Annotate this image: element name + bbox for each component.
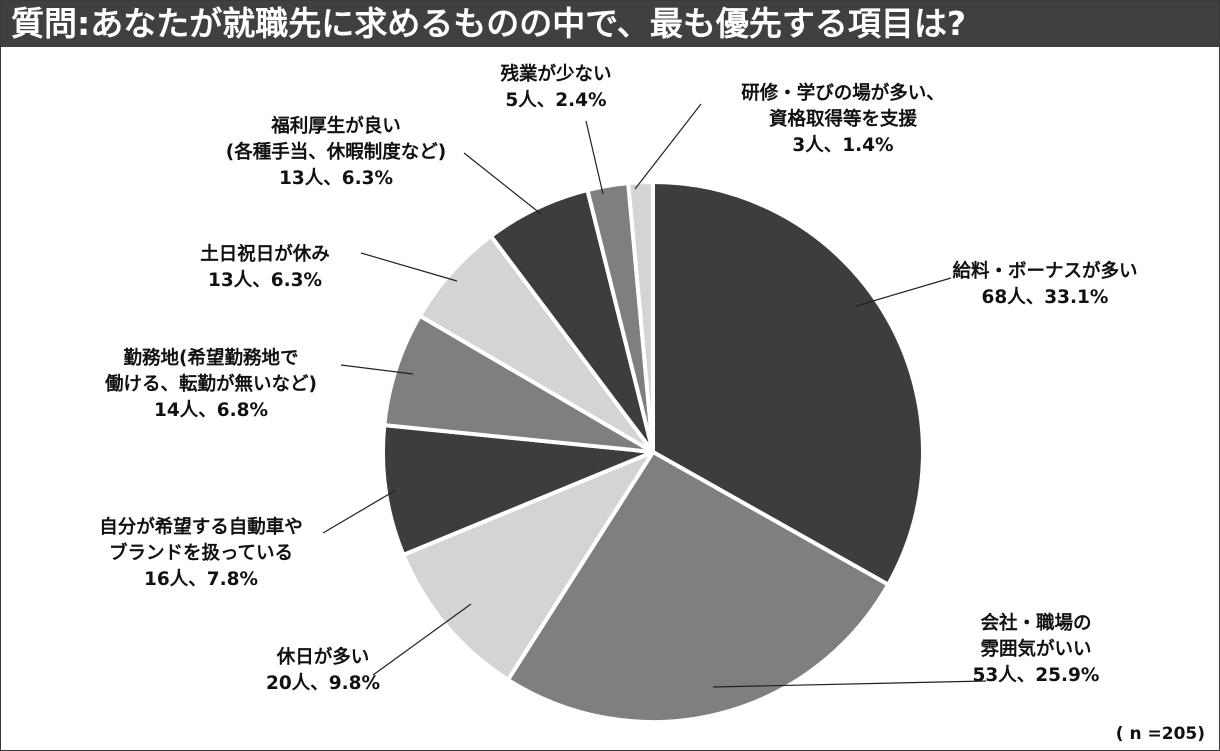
slice-value-label-7: 13人、6.3% xyxy=(279,167,393,189)
slice-value-label-9: 3人、1.4% xyxy=(792,134,893,156)
pie-slice-5 xyxy=(382,313,655,454)
leader-line-2 xyxy=(712,680,987,688)
leader-line-6 xyxy=(360,252,458,282)
slice-category-label-8: 残業が少ない xyxy=(500,63,611,85)
title-bar: 質問:あなたが就職先に求めるものの中で、最も優先する項目は? xyxy=(1,1,1219,47)
slice-value-label-2: 53人、25.9% xyxy=(973,664,1100,686)
leader-line-7 xyxy=(463,152,542,215)
slice-value-label-8: 5人、2.4% xyxy=(505,89,606,111)
slice-value-label-1: 68人、33.1% xyxy=(982,286,1109,308)
slice-category-label-4: ブランドを扱っている xyxy=(109,542,293,564)
pie-slice-2 xyxy=(505,450,891,724)
leader-line-4 xyxy=(322,489,397,534)
slice-value-label-5: 14人、6.8% xyxy=(154,399,268,421)
leader-line-1 xyxy=(855,277,952,307)
slice-value-label-3: 20人、9.8% xyxy=(266,672,380,694)
slice-value-label-6: 13人、6.3% xyxy=(208,269,322,291)
slice-category-label-3: 休日が多い xyxy=(276,646,370,668)
pie-slice-3 xyxy=(401,450,655,682)
leader-line-5 xyxy=(340,364,414,375)
chart-title: 質問:あなたが就職先に求めるものの中で、最も優先する項目は? xyxy=(11,4,967,43)
slice-category-label-5: 働ける、転勤が無いなど) xyxy=(104,373,317,395)
leader-line-3 xyxy=(372,603,472,676)
slice-category-label-9: 研修・学びの場が多い、 xyxy=(741,82,945,104)
slice-category-label-5: 勤務地(希望勤務地で xyxy=(124,347,299,369)
slice-category-label-2: 会社・職場の xyxy=(980,612,1091,634)
slice-category-label-9: 資格取得等を支援 xyxy=(769,108,918,130)
slice-category-label-6: 土日祝日が休み xyxy=(200,243,330,265)
slice-category-label-7: (各種手当、休暇制度など) xyxy=(226,141,446,163)
slice-category-label-4: 自分が希望する自動車や xyxy=(99,516,303,538)
leader-line-8 xyxy=(585,120,604,195)
slice-category-label-2: 雰囲気がいい xyxy=(980,638,1091,660)
leader-line-9 xyxy=(634,103,702,190)
slice-value-label-4: 16人、7.8% xyxy=(144,568,258,590)
pie-slice-4 xyxy=(381,423,655,557)
pie-slice-1 xyxy=(651,180,925,587)
slice-category-label-7: 福利厚生が良い xyxy=(270,115,401,137)
slice-category-label-1: 給料・ボーナスが多い xyxy=(952,260,1137,282)
sample-size-note: ( n =205) xyxy=(1115,724,1205,744)
